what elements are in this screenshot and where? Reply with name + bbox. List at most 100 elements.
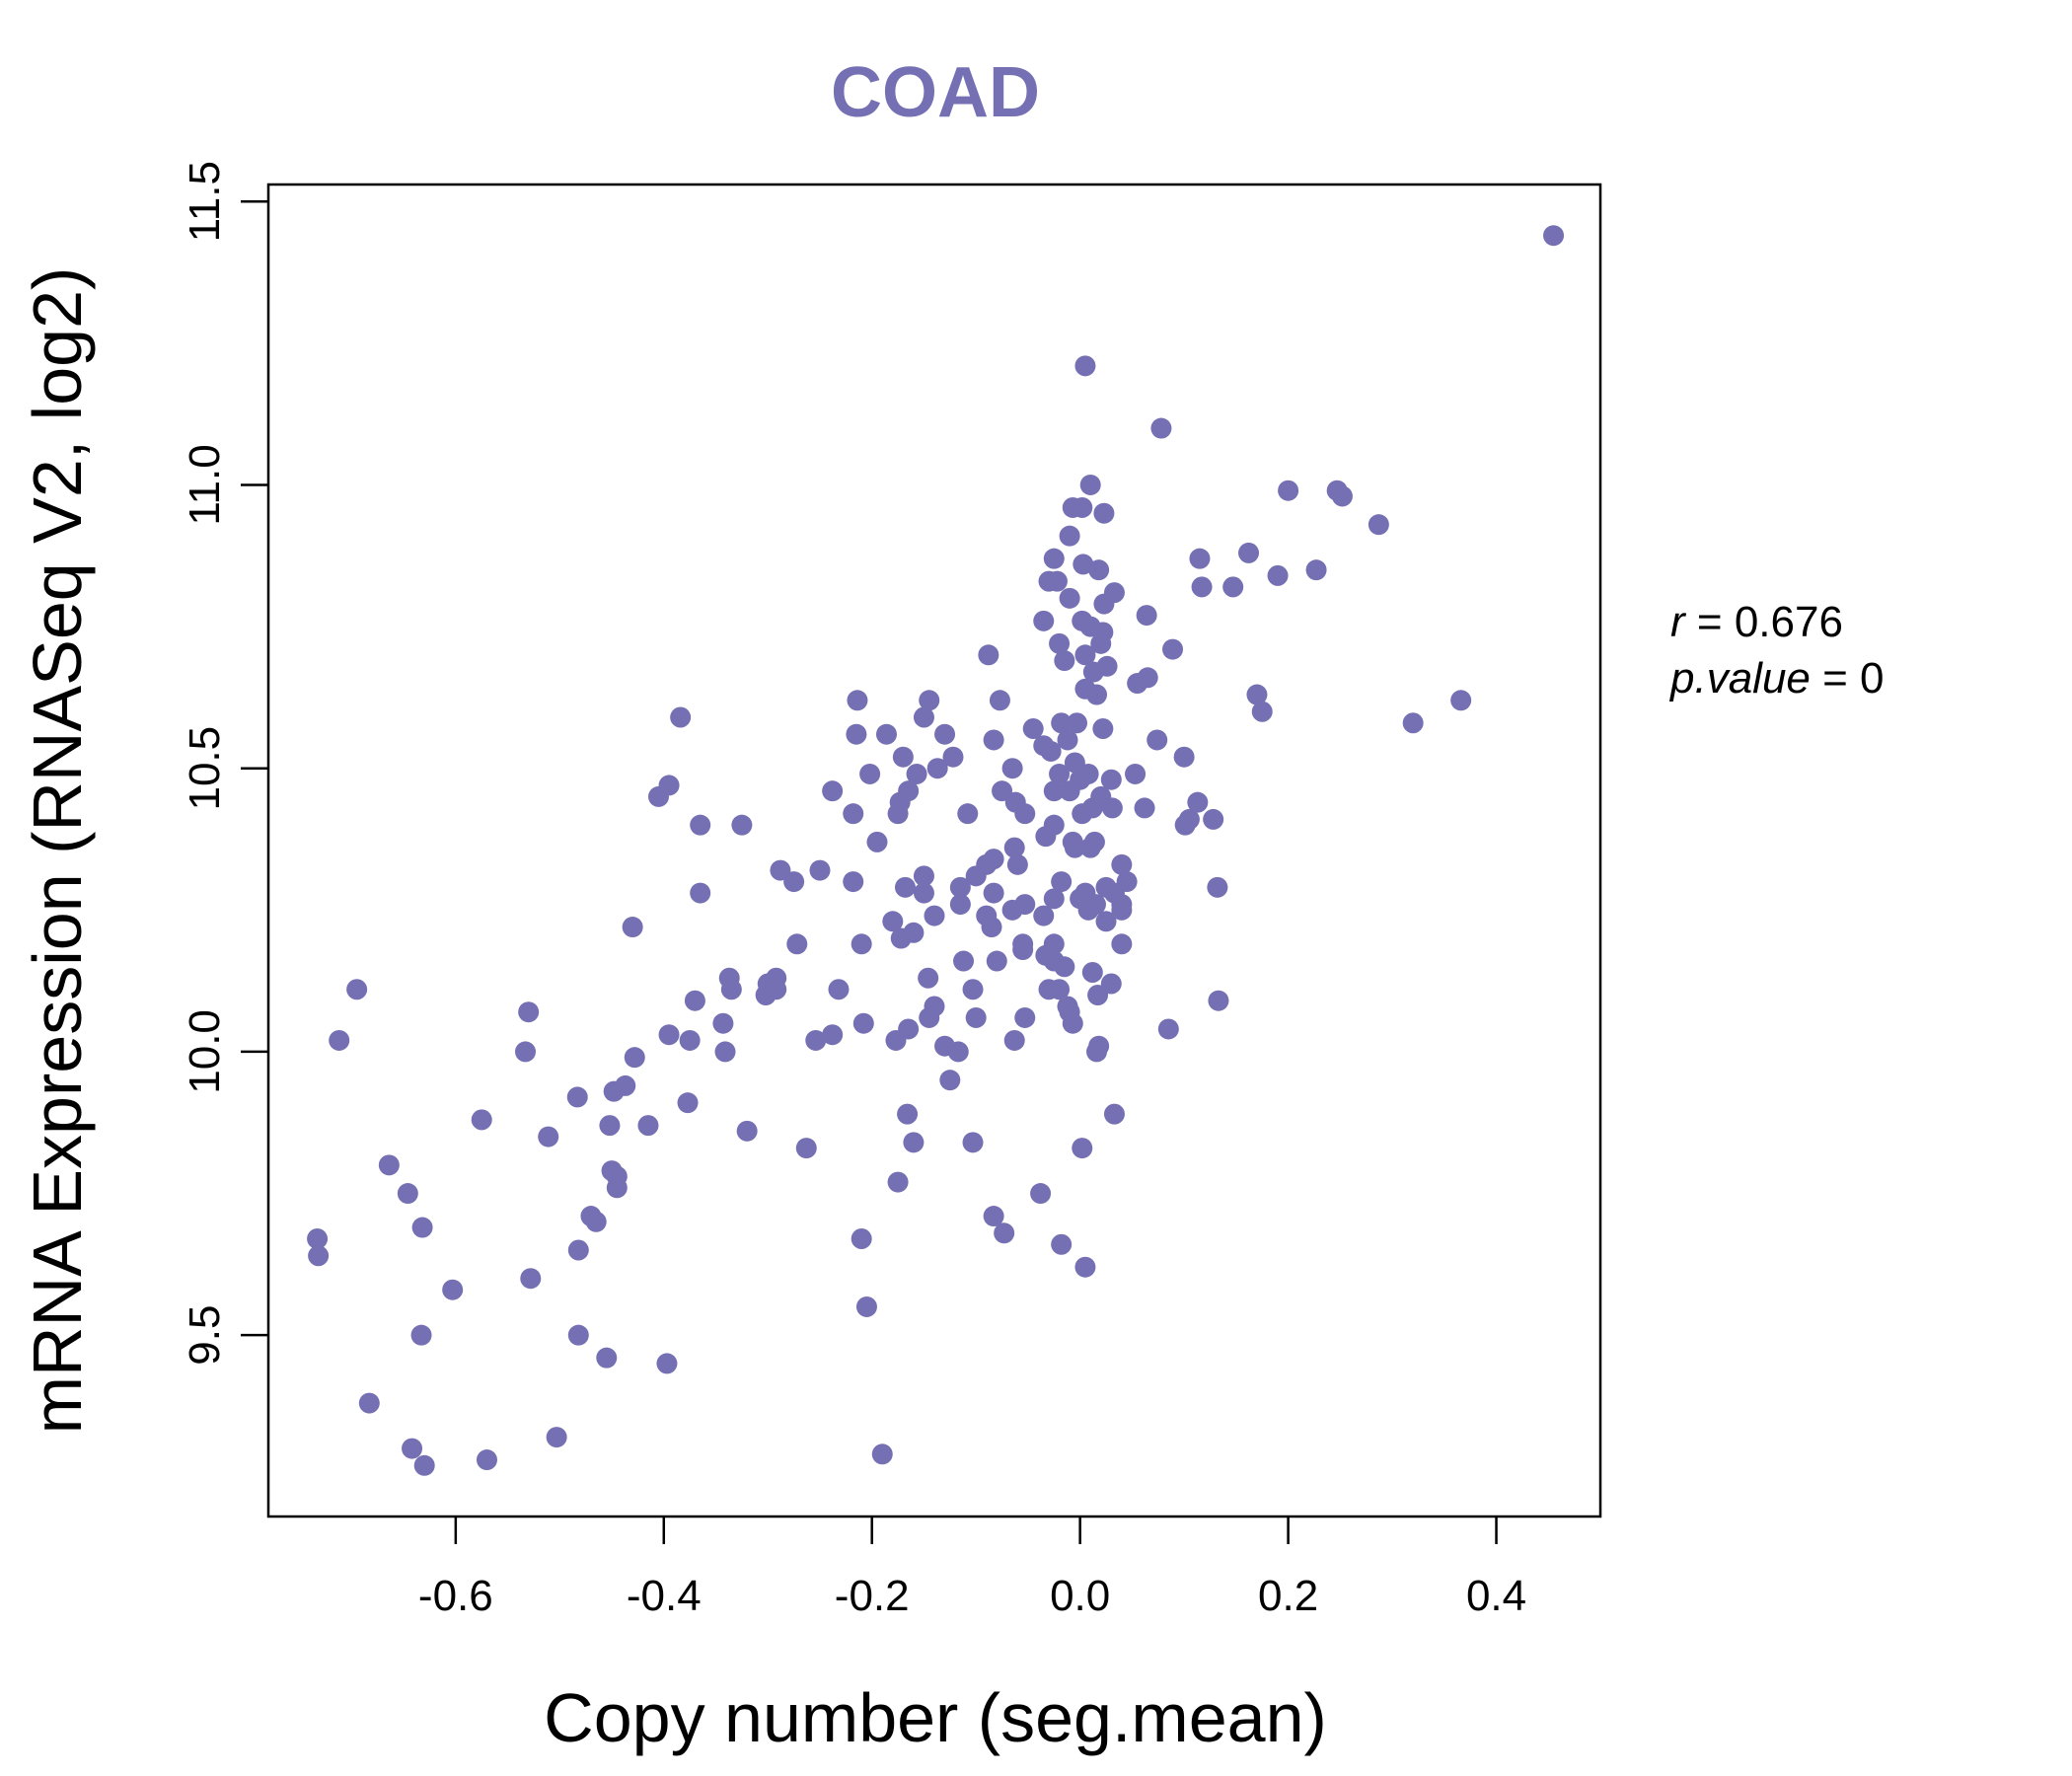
data-point bbox=[1001, 758, 1023, 779]
data-point bbox=[1111, 899, 1133, 921]
data-point bbox=[1014, 1006, 1036, 1028]
data-point bbox=[875, 723, 897, 745]
data-point bbox=[1087, 984, 1109, 1005]
data-point bbox=[1022, 717, 1044, 739]
data-point bbox=[520, 1268, 542, 1290]
data-point bbox=[1092, 717, 1114, 739]
data-point bbox=[378, 1154, 400, 1176]
data-point bbox=[1093, 593, 1115, 615]
data-point bbox=[1072, 1138, 1093, 1159]
data-point bbox=[1178, 808, 1200, 830]
data-point bbox=[1157, 1018, 1179, 1040]
data-point bbox=[949, 894, 971, 916]
data-point bbox=[1033, 905, 1055, 926]
data-point bbox=[992, 780, 1013, 802]
data-point bbox=[1006, 853, 1028, 875]
data-point bbox=[1014, 803, 1036, 825]
data-point bbox=[656, 1353, 678, 1374]
y-tick-label: 10.5 bbox=[181, 726, 229, 811]
data-point bbox=[1134, 797, 1155, 819]
y-tick-label: 10.0 bbox=[181, 1009, 229, 1094]
data-point bbox=[1079, 474, 1101, 495]
data-point bbox=[783, 871, 805, 893]
data-point bbox=[805, 1029, 827, 1051]
data-point bbox=[866, 831, 888, 852]
data-point bbox=[795, 1138, 817, 1159]
x-axis-title: Copy number (seg.mean) bbox=[544, 1679, 1327, 1756]
plot-frame bbox=[266, 183, 1602, 1518]
x-tick-label: 0.0 bbox=[1050, 1572, 1110, 1620]
data-point bbox=[882, 911, 904, 932]
data-point bbox=[1059, 525, 1080, 547]
data-point bbox=[822, 1024, 844, 1046]
data-point bbox=[567, 1324, 589, 1346]
data-point bbox=[894, 876, 916, 898]
data-point bbox=[1101, 797, 1123, 819]
data-point bbox=[924, 905, 945, 926]
data-point bbox=[1150, 417, 1172, 439]
data-point bbox=[1059, 780, 1080, 802]
x-axis: -0.6 -0.4 -0.2 0.0 0.2 0.4 bbox=[418, 1517, 1526, 1620]
data-point bbox=[358, 1392, 380, 1414]
data-point bbox=[983, 1206, 1004, 1227]
data-point bbox=[1100, 973, 1122, 995]
data-point bbox=[1187, 791, 1209, 813]
data-point bbox=[606, 1177, 628, 1199]
data-point bbox=[1402, 712, 1424, 734]
data-point bbox=[1086, 684, 1108, 705]
data-point bbox=[1051, 871, 1073, 893]
data-point bbox=[892, 746, 914, 768]
data-point bbox=[957, 803, 979, 825]
chart-title: COAD bbox=[831, 53, 1040, 132]
data-point bbox=[1043, 548, 1065, 569]
x-tick-label: -0.4 bbox=[627, 1572, 702, 1620]
data-point bbox=[307, 1228, 329, 1250]
data-point bbox=[913, 865, 934, 887]
x-tick-label: -0.2 bbox=[835, 1572, 910, 1620]
data-point bbox=[1191, 576, 1213, 598]
y-tick-label: 11.0 bbox=[181, 444, 229, 525]
data-point bbox=[934, 723, 956, 745]
data-point bbox=[637, 1115, 659, 1137]
data-point bbox=[1136, 605, 1157, 627]
data-point bbox=[1033, 610, 1055, 631]
data-point bbox=[648, 785, 670, 807]
data-point bbox=[1012, 939, 1034, 961]
data-point bbox=[1043, 780, 1065, 802]
data-point bbox=[855, 1295, 877, 1317]
data-point bbox=[843, 803, 864, 825]
data-point bbox=[329, 1029, 350, 1051]
data-point bbox=[1251, 701, 1273, 722]
data-point bbox=[736, 1120, 758, 1142]
data-point bbox=[1072, 803, 1093, 825]
data-point bbox=[1051, 712, 1073, 734]
data-point bbox=[1059, 587, 1080, 609]
data-point bbox=[953, 950, 975, 972]
data-point bbox=[962, 1132, 984, 1153]
data-point bbox=[1090, 632, 1112, 654]
data-point bbox=[994, 1222, 1015, 1244]
data-point bbox=[1054, 650, 1075, 672]
data-point bbox=[567, 1239, 589, 1261]
data-point bbox=[471, 1109, 492, 1131]
data-point bbox=[809, 859, 831, 881]
data-point bbox=[989, 690, 1010, 711]
data-point bbox=[538, 1126, 559, 1147]
data-point bbox=[308, 1245, 330, 1267]
data-point bbox=[1100, 769, 1122, 790]
x-tick-label: 0.2 bbox=[1258, 1572, 1318, 1620]
data-point bbox=[690, 814, 711, 836]
data-point bbox=[897, 1103, 919, 1125]
data-point bbox=[1267, 564, 1289, 586]
y-axis-title: mRNA Expression (RNASeq V2, log2) bbox=[19, 267, 96, 1435]
data-point bbox=[670, 706, 692, 728]
data-point bbox=[965, 865, 987, 887]
data-point bbox=[1207, 876, 1228, 898]
data-point bbox=[1147, 729, 1168, 751]
data-point bbox=[515, 1041, 537, 1063]
data-point bbox=[1073, 554, 1094, 575]
data-point bbox=[755, 984, 777, 1005]
y-tick-label: 9.5 bbox=[181, 1305, 229, 1366]
data-point bbox=[1543, 225, 1565, 247]
